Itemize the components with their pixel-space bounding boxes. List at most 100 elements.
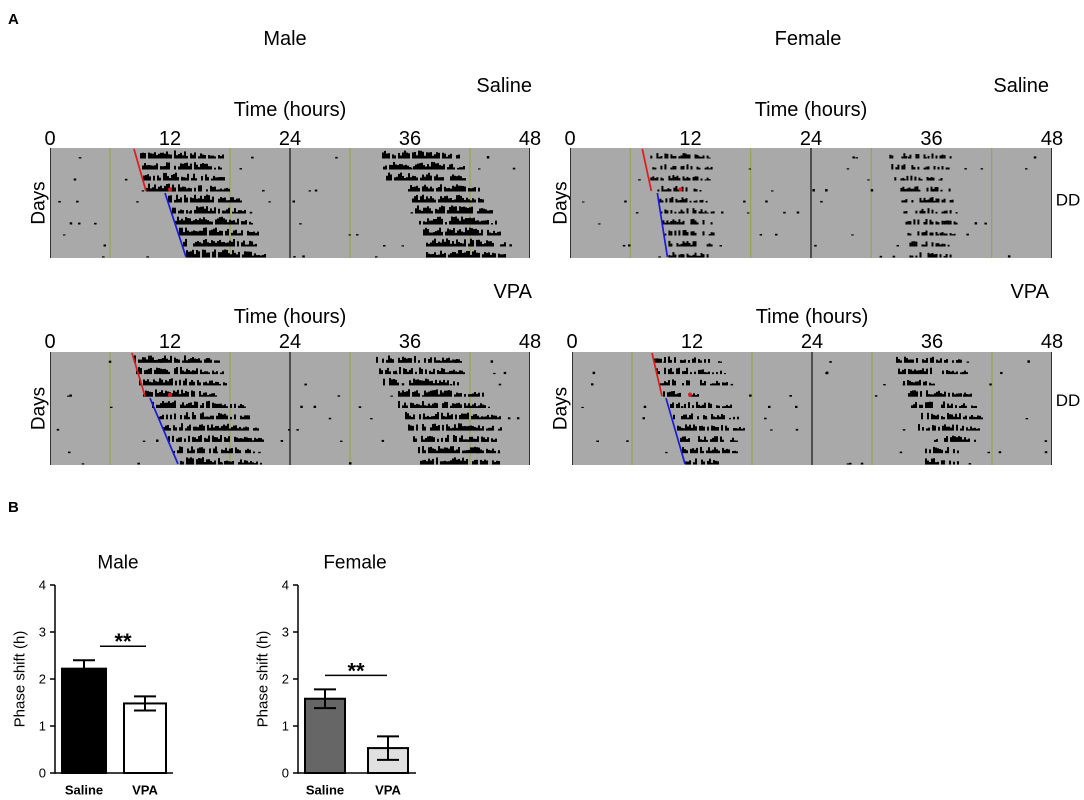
x-axis-title: Time (hours) <box>755 99 868 121</box>
activity-bin <box>901 200 904 203</box>
activity-bin <box>260 255 262 258</box>
activity-bin <box>976 428 978 431</box>
onset-fit-line-blue <box>656 192 669 258</box>
activity-bin <box>470 405 472 408</box>
activity-bin <box>713 416 715 420</box>
activity-bin <box>410 212 414 214</box>
activity-bin <box>963 416 965 420</box>
activity-bin <box>481 208 483 214</box>
activity-bin <box>458 447 460 454</box>
activity-bin <box>438 177 440 181</box>
activity-bin <box>675 198 678 203</box>
activity-bin <box>178 154 180 159</box>
activity-bin <box>726 382 728 386</box>
activity-bin <box>383 245 386 247</box>
activity-bin <box>914 369 916 375</box>
activity-bin <box>930 177 933 181</box>
activity-bin <box>215 446 217 454</box>
activity-bin <box>182 402 184 408</box>
activity-bin <box>167 425 169 431</box>
activity-bin <box>445 222 447 225</box>
activity-bin <box>956 424 958 431</box>
activity-bin <box>696 447 698 454</box>
x-tick-label: 48 <box>519 128 541 150</box>
activity-bin <box>925 219 928 225</box>
activity-bin <box>903 381 905 386</box>
activity-bin <box>669 391 671 397</box>
activity-bin <box>200 360 202 363</box>
activity-bin <box>227 450 229 454</box>
activity-bin <box>940 358 942 363</box>
activity-bin <box>465 413 467 420</box>
activity-bin <box>686 417 690 420</box>
activity-bin <box>197 427 199 431</box>
activity-bin <box>935 211 938 214</box>
activity-bin <box>690 244 693 247</box>
activity-bin <box>961 405 963 408</box>
y-axis-title: Days <box>29 387 50 430</box>
activity-bin <box>438 211 441 214</box>
activity-bin <box>142 165 144 170</box>
activity-bin <box>226 209 228 214</box>
activity-bin <box>455 216 457 225</box>
activity-bin <box>945 210 948 214</box>
activity-bin <box>998 451 1002 454</box>
activity-bin <box>408 424 410 431</box>
activity-bin <box>408 389 410 397</box>
activity-bin <box>477 211 479 214</box>
activity-bin <box>426 405 428 408</box>
activity-bin <box>144 357 146 363</box>
activity-bin <box>137 462 140 465</box>
activity-bin <box>399 367 401 375</box>
activity-bin <box>443 379 445 386</box>
activity-bin <box>696 401 698 408</box>
activity-bin <box>469 217 471 225</box>
activity-bin <box>197 448 199 454</box>
activity-bin <box>215 219 217 225</box>
activity-bin <box>484 243 486 247</box>
activity-bin <box>451 414 453 420</box>
activity-bin <box>932 394 934 397</box>
activity-bin <box>156 367 158 375</box>
activity-bin <box>416 390 418 397</box>
activity-bin <box>201 424 203 431</box>
activity-bin <box>928 427 930 431</box>
activity-bin <box>110 406 113 408</box>
activity-bin <box>308 190 311 192</box>
activity-bin <box>714 383 716 386</box>
activity-bin <box>935 232 938 236</box>
activity-bin <box>175 172 177 181</box>
activity-bin <box>464 426 466 431</box>
activity-bin <box>942 425 944 431</box>
activity-bin <box>192 198 194 203</box>
activity-bin <box>216 415 218 420</box>
activity-bin <box>149 391 151 397</box>
activity-bin <box>314 189 318 192</box>
activity-bin <box>966 233 969 236</box>
activity-bin <box>668 222 671 225</box>
activity-bin <box>959 406 961 408</box>
activity-bin <box>682 254 685 258</box>
activity-bin <box>481 416 483 420</box>
activity-bin <box>939 155 942 159</box>
activity-bin <box>142 357 144 363</box>
activity-bin <box>915 402 917 408</box>
activity-bin <box>656 153 659 159</box>
activity-bin <box>700 369 702 375</box>
activity-bin <box>426 196 428 203</box>
activity-bin <box>238 438 240 442</box>
activity-bin <box>426 252 428 258</box>
activity-bin <box>208 166 210 170</box>
activity-bin <box>690 448 692 454</box>
activity-bin <box>678 254 681 258</box>
activity-bin <box>207 242 209 247</box>
activity-bin <box>238 405 240 408</box>
activity-bin <box>425 227 427 236</box>
activity-bin <box>658 156 661 159</box>
activity-bin <box>450 428 452 431</box>
activity-bin <box>666 220 669 225</box>
activity-bin <box>442 152 444 159</box>
activity-bin <box>196 459 198 465</box>
activity-bin <box>694 210 697 214</box>
